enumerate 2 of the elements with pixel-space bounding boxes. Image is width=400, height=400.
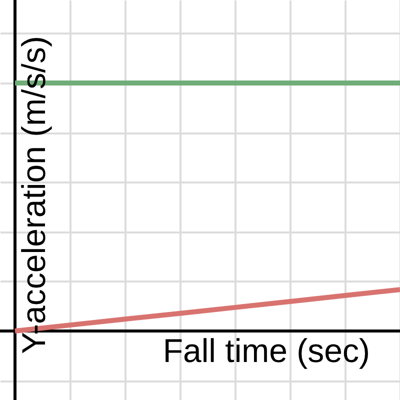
- x-axis-title: Fall time (sec): [162, 332, 370, 369]
- y-axis-title: Y-acceleration (m/s/s): [15, 36, 52, 354]
